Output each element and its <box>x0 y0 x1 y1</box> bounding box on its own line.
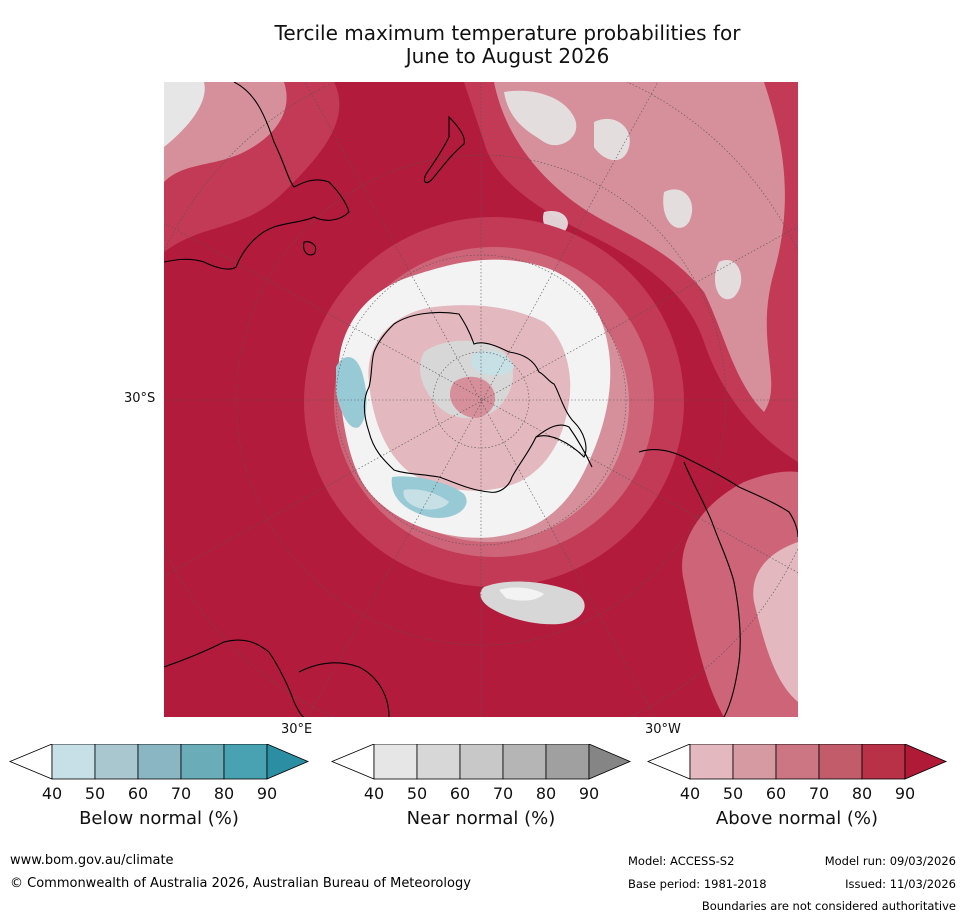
below-normal-patch-west <box>336 356 367 428</box>
colorbar-below-segment-70 <box>180 744 225 780</box>
colorbar-below-segment-40 <box>51 744 96 780</box>
tick-below-70: 70 <box>170 784 192 803</box>
colorbar-above-over-arrow <box>904 744 948 780</box>
colorbar-below-segment-50 <box>94 744 139 780</box>
colorbar-above-segments <box>689 744 906 780</box>
south-america-coastline <box>638 448 798 717</box>
southern-africa-coastline <box>164 639 305 717</box>
colorbar-above-segment-40 <box>689 744 734 780</box>
tick-below-60: 60 <box>127 784 149 803</box>
tick-above-50: 50 <box>722 784 744 803</box>
colorbar-near-segment-70 <box>502 744 547 780</box>
tick-near-80: 80 <box>535 784 557 803</box>
colorbar-below-title: Below normal (%) <box>79 808 239 829</box>
footer-website: www.bom.gov.au/climate <box>10 853 174 868</box>
colorbar-above-segment-50 <box>732 744 777 780</box>
tick-near-60: 60 <box>449 784 471 803</box>
colorbar-near-under-arrow <box>330 744 375 780</box>
new-zealand-coastline <box>423 115 465 184</box>
footer-model-run: Model run: 09/03/2026 <box>824 854 956 868</box>
polar-probability-map <box>164 82 798 717</box>
tick-near-40: 40 <box>363 784 385 803</box>
title-line-2: June to August 2026 <box>405 44 610 68</box>
colorbar-near-segment-40 <box>373 744 418 780</box>
tick-below-50: 50 <box>84 784 106 803</box>
colorbar-above-segment-70 <box>818 744 863 780</box>
colorbar-near-title: Near normal (%) <box>406 808 556 829</box>
graticule <box>164 82 798 717</box>
footer-base-period: Base period: 1981-2018 <box>628 877 767 891</box>
footer-copyright: © Commonwealth of Australia 2026, Austra… <box>10 876 471 891</box>
above-normal-50-zone-se <box>753 542 798 702</box>
above-normal-60-zone-ne <box>494 82 785 412</box>
tick-below-90: 90 <box>256 784 278 803</box>
lon-label-30w: 30°W <box>645 722 681 737</box>
colorbar-below-segment-60 <box>137 744 182 780</box>
footer-issued: Issued: 11/03/2026 <box>845 877 956 891</box>
tick-above-90: 90 <box>894 784 916 803</box>
lat-label-30s: 30°S <box>124 391 156 406</box>
colorbar-below-over-arrow <box>266 744 310 780</box>
colorbar-below-normal <box>8 744 310 780</box>
footer-disclaimer: Boundaries are not considered authoritat… <box>701 899 956 913</box>
lon-label-30e: 30°E <box>281 722 313 737</box>
chart-title: Tercile maximum temperature probabilitie… <box>165 22 850 68</box>
below-normal-patch-south-light <box>403 489 449 510</box>
above-normal-60-antarctic-patch <box>449 376 495 418</box>
colorbar-above-under-arrow <box>646 744 691 780</box>
colorbar-above-normal <box>646 744 948 780</box>
tick-above-40: 40 <box>679 784 701 803</box>
tick-below-80: 80 <box>213 784 235 803</box>
madagascar-coastline <box>298 662 390 717</box>
colorbar-above-segment-80 <box>861 744 906 780</box>
colorbar-below-segment-80 <box>223 744 268 780</box>
below-normal-patch-centre <box>471 350 514 376</box>
colorbar-near-segments <box>373 744 590 780</box>
colorbar-above-title: Above normal (%) <box>715 808 879 829</box>
tasmania-coastline <box>303 241 317 256</box>
tick-near-70: 70 <box>492 784 514 803</box>
colorbar-near-segment-80 <box>545 744 590 780</box>
tick-above-70: 70 <box>808 784 830 803</box>
colorbar-above-segment-60 <box>775 744 820 780</box>
footer-model: Model: ACCESS-S2 <box>628 854 735 868</box>
near-normal-patch-nw <box>164 82 205 147</box>
australia-coastline <box>164 82 350 270</box>
above-normal-60-zone-se <box>682 471 798 717</box>
colorbar-near-normal <box>330 744 632 780</box>
colorbar-near-segment-50 <box>416 744 461 780</box>
near-normal-patch-south-australia-white <box>499 587 544 601</box>
tick-above-80: 80 <box>851 784 873 803</box>
tick-near-50: 50 <box>406 784 428 803</box>
tick-near-90: 90 <box>578 784 600 803</box>
tick-below-40: 40 <box>41 784 63 803</box>
colorbar-near-over-arrow <box>588 744 632 780</box>
near-normal-patches-north <box>504 90 742 300</box>
colorbar-near-segment-60 <box>459 744 504 780</box>
colorbar-below-under-arrow <box>8 744 53 780</box>
tick-above-60: 60 <box>765 784 787 803</box>
colorbar-below-segments <box>51 744 268 780</box>
title-line-1: Tercile maximum temperature probabilitie… <box>274 21 741 45</box>
antarctic-peninsula-coastline <box>535 424 593 468</box>
